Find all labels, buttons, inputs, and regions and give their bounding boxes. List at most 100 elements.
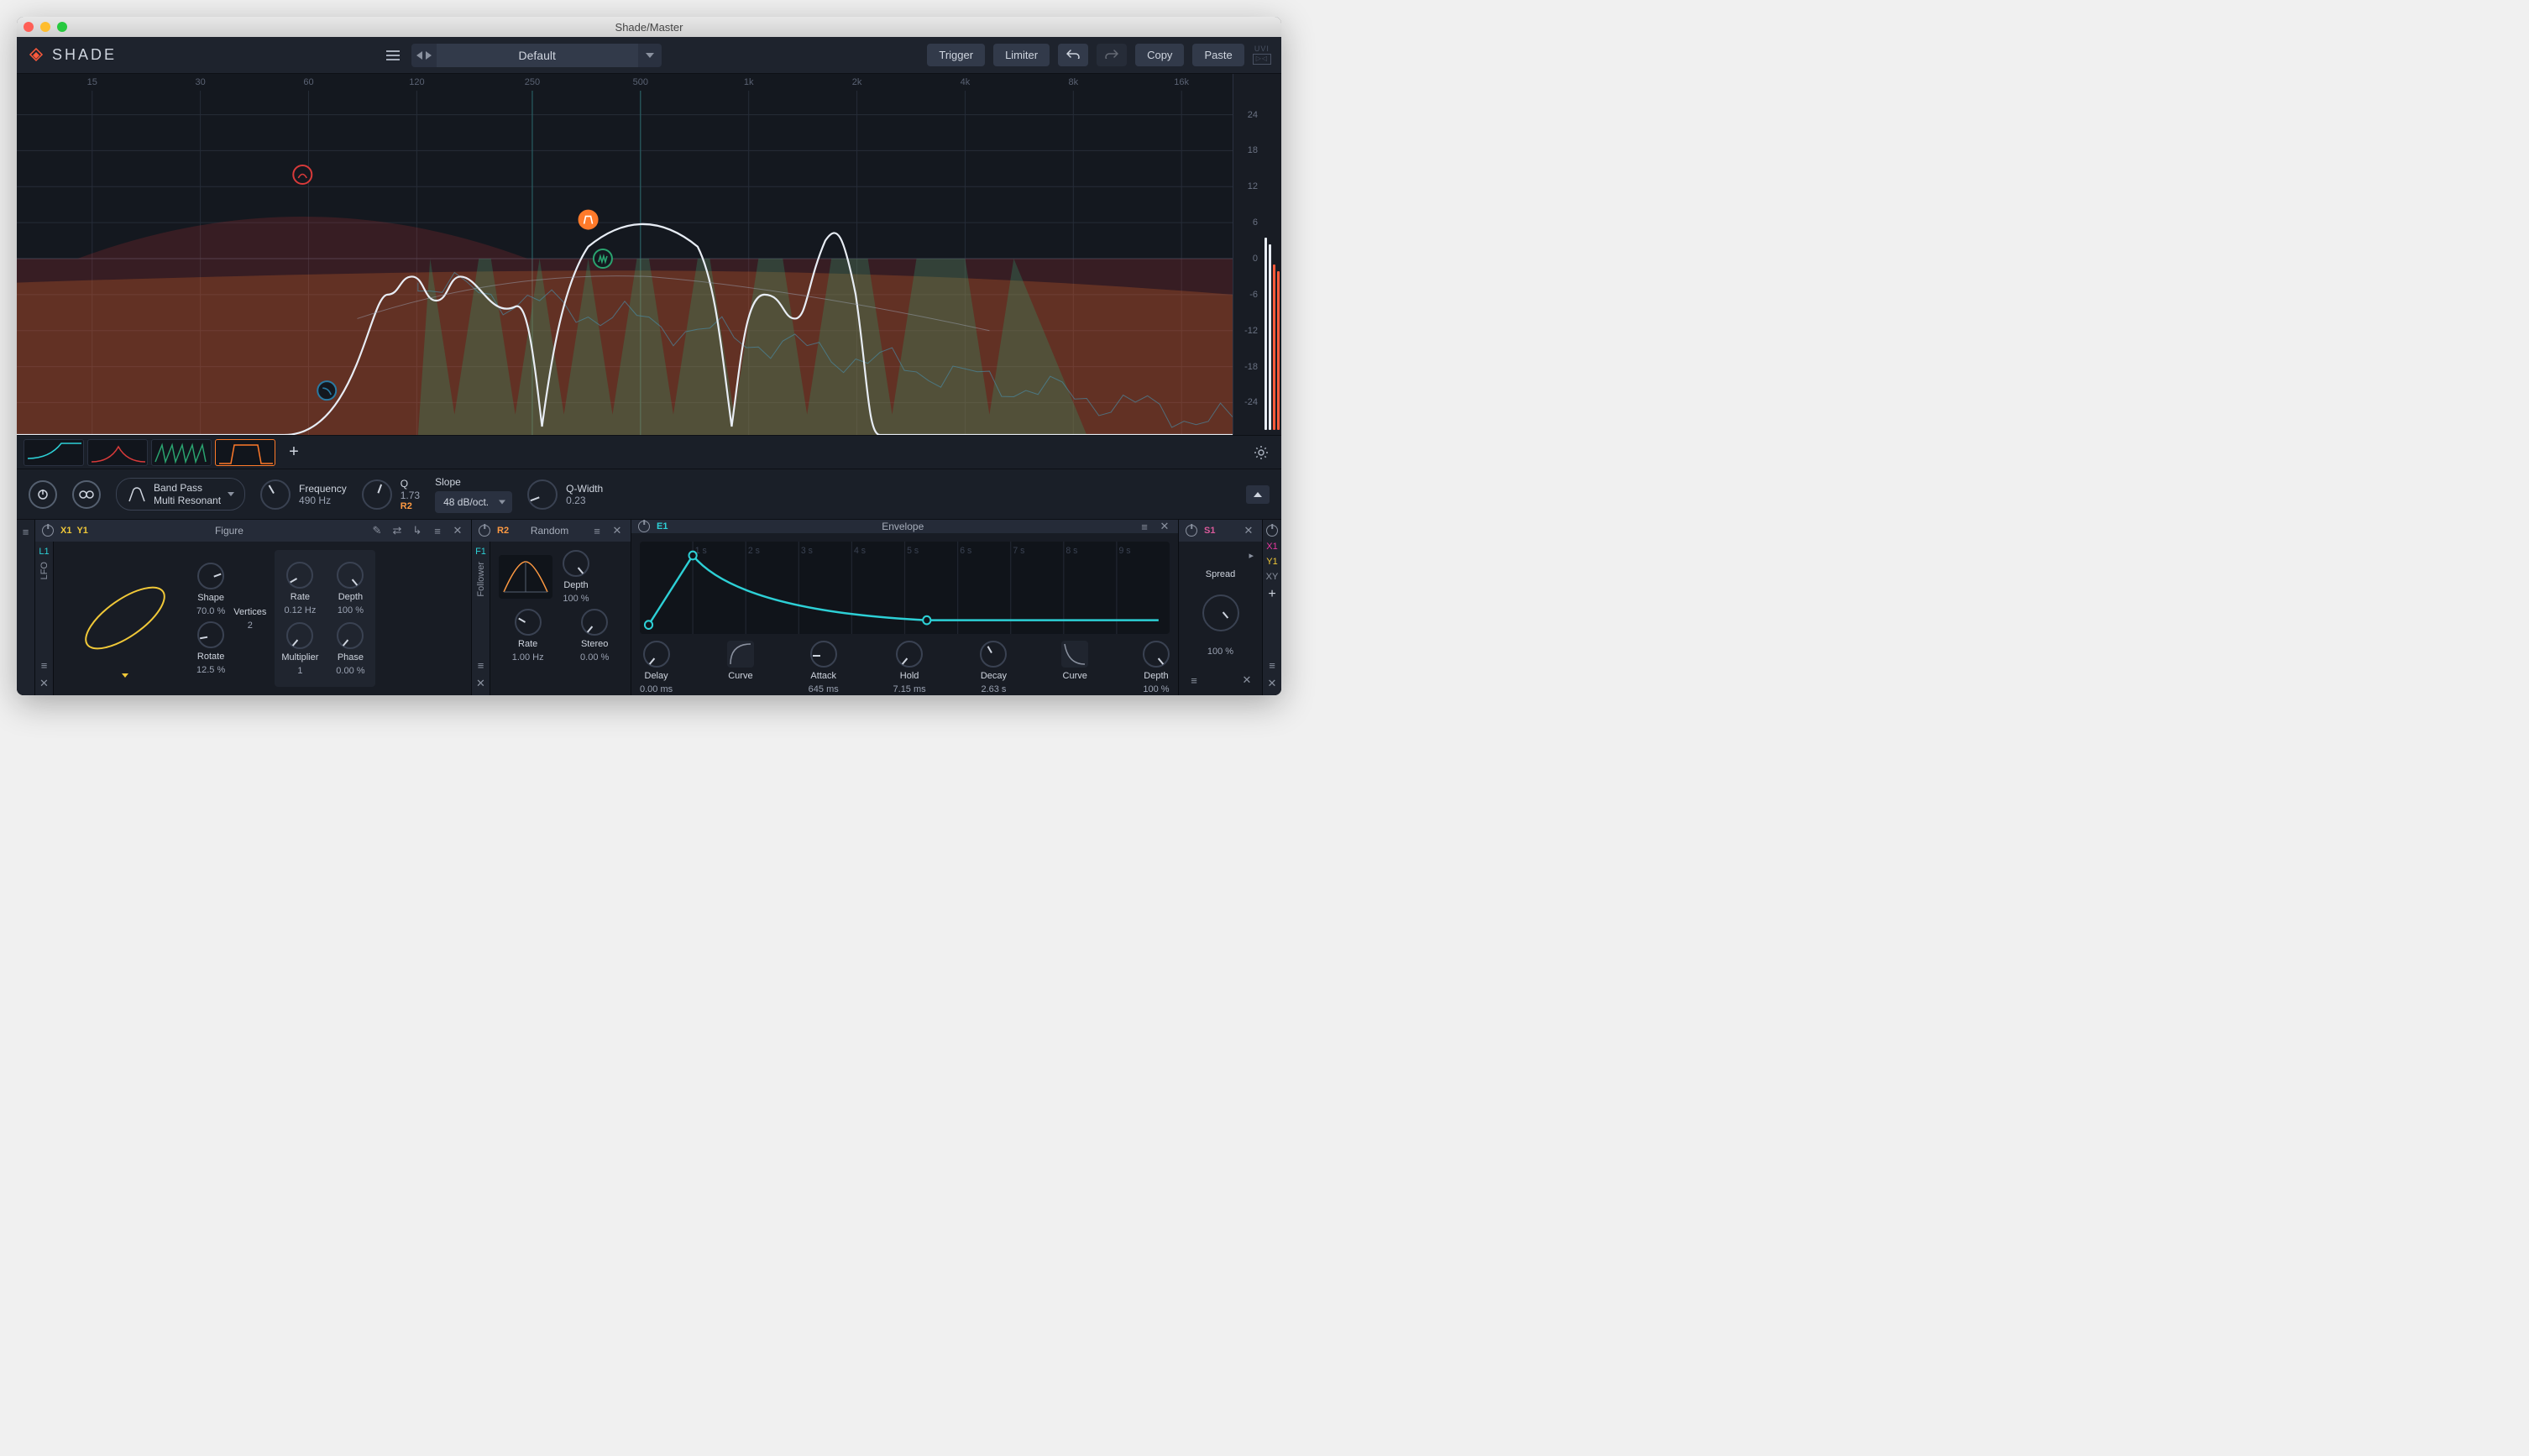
lfo-power-button[interactable]	[42, 525, 54, 537]
lfo-side-tabs: ≡	[17, 520, 35, 695]
undo-button[interactable]	[1058, 44, 1088, 66]
lfo-tab-lfo[interactable]: LFO	[39, 562, 50, 579]
lfo-depth-knob[interactable]	[337, 562, 364, 589]
add-mod-button[interactable]: +	[1268, 587, 1275, 602]
filter-thumb[interactable]	[151, 439, 212, 466]
spread-knob[interactable]	[1202, 594, 1239, 631]
env-curve2-box[interactable]	[1061, 641, 1088, 668]
preset-dropdown-button[interactable]	[638, 53, 662, 58]
random-tab-f1[interactable]: F1	[475, 547, 486, 557]
db-tick: 18	[1248, 145, 1258, 155]
random-tab-follower[interactable]: Follower	[476, 562, 486, 597]
multiplier-knob[interactable]	[286, 622, 313, 649]
spread-remove-icon[interactable]: ✕	[1240, 673, 1254, 687]
lfo-remove-icon[interactable]: ✕	[38, 677, 51, 690]
env-depth-knob[interactable]	[1143, 641, 1170, 668]
lfo-retrig-icon[interactable]: ↳	[411, 524, 424, 537]
slope-select[interactable]: 48 dB/oct.	[435, 491, 512, 513]
strip-list-icon[interactable]: ≡	[1265, 658, 1279, 672]
xy-tab[interactable]: X1	[1266, 542, 1277, 552]
filter-thumb[interactable]	[87, 439, 148, 466]
close-window-button[interactable]	[24, 22, 34, 32]
menu-icon[interactable]	[383, 45, 403, 65]
zoom-window-button[interactable]	[57, 22, 67, 32]
paste-button[interactable]: Paste	[1192, 44, 1244, 66]
mod-assign[interactable]: R2	[497, 526, 509, 536]
lfo-edit-icon[interactable]: ✎	[370, 524, 384, 537]
filter-thumb[interactable]	[215, 439, 275, 466]
spread-list-icon[interactable]: ≡	[1187, 673, 1201, 687]
db-tick: -18	[1244, 362, 1258, 372]
minimize-window-button[interactable]	[40, 22, 50, 32]
qwidth-control: Q-Width 0.23	[527, 479, 603, 510]
eq-graph[interactable]: 1530601202505001k2k4k8k16k	[17, 74, 1233, 435]
filter-thumbs-row: +	[17, 435, 1281, 469]
random-rate-knob[interactable]	[515, 609, 542, 636]
stereo-link-button[interactable]	[72, 480, 101, 509]
rate-knob[interactable]	[286, 562, 313, 589]
envelope-assigns: E1	[657, 521, 668, 532]
shape-control: Shape 70.0 %	[196, 563, 225, 616]
envelope-power-button[interactable]	[638, 521, 650, 532]
random-stereo-knob[interactable]	[581, 609, 608, 636]
rotate-knob[interactable]	[197, 621, 224, 648]
redo-button[interactable]	[1097, 44, 1127, 66]
preset-next-button[interactable]	[426, 51, 432, 60]
envelope-menu-icon[interactable]: ≡	[1138, 520, 1151, 533]
spread-play-icon[interactable]: ▸	[1249, 550, 1254, 561]
preset-name[interactable]: Default	[437, 44, 638, 67]
lfo-close-icon[interactable]: ✕	[451, 524, 464, 537]
random-remove-icon[interactable]: ✕	[474, 677, 488, 690]
lfo-tab-l1[interactable]: L1	[39, 547, 49, 557]
top-toolbar: SHADE Default Trigger Limiter Copy Paste…	[17, 37, 1281, 74]
lfo-menu-icon[interactable]: ≡	[431, 524, 444, 537]
env-curve1-box[interactable]	[727, 641, 754, 668]
filter-power-button[interactable]	[29, 480, 57, 509]
random-depth-knob[interactable]	[563, 550, 589, 577]
expand-mod-button[interactable]	[1246, 485, 1270, 504]
random-power-button[interactable]	[479, 525, 490, 537]
xy-tab[interactable]: XY	[1266, 572, 1279, 582]
lfo-sync-icon[interactable]: ⇄	[390, 524, 404, 537]
strip-remove-icon[interactable]: ✕	[1265, 677, 1279, 690]
env-hold-knob[interactable]	[896, 641, 923, 668]
filter-type-selector[interactable]: Band Pass Multi Resonant	[116, 478, 245, 511]
limiter-button[interactable]: Limiter	[993, 44, 1050, 66]
strip-power-button[interactable]	[1266, 525, 1278, 537]
random-close-icon[interactable]: ✕	[610, 524, 624, 537]
envelope-close-icon[interactable]: ✕	[1158, 520, 1171, 533]
env-delay-control: Delay0.00 ms	[640, 641, 673, 694]
copy-button[interactable]: Copy	[1135, 44, 1184, 66]
mod-assign[interactable]: E1	[657, 521, 668, 532]
mod-assign[interactable]: X1	[60, 526, 71, 536]
preset-prev-button[interactable]	[416, 51, 422, 60]
qwidth-value: 0.23	[566, 495, 603, 506]
q-knob[interactable]	[362, 479, 392, 510]
figure-display[interactable]	[62, 550, 188, 687]
svg-text:3 s: 3 s	[801, 546, 813, 556]
trigger-button[interactable]: Trigger	[927, 44, 985, 66]
mod-assign[interactable]: S1	[1204, 526, 1215, 536]
lfo-list-icon[interactable]: ≡	[38, 658, 51, 672]
qwidth-knob[interactable]	[527, 479, 558, 510]
spread-power-button[interactable]	[1186, 525, 1197, 537]
random-wave-display	[499, 555, 552, 599]
shape-knob[interactable]	[197, 563, 224, 589]
env-decay-knob[interactable]	[980, 641, 1007, 668]
random-depth-control: Depth 100 %	[563, 550, 589, 604]
lfo-panel-menu-icon[interactable]: ≡	[19, 525, 33, 538]
phase-knob[interactable]	[337, 622, 364, 649]
filter-thumb[interactable]	[24, 439, 84, 466]
spread-close-icon[interactable]: ✕	[1242, 524, 1255, 537]
envelope-graph[interactable]: 1 s2 s3 s4 s5 s6 s7 s8 s9 s	[640, 542, 1170, 634]
random-menu-icon[interactable]: ≡	[590, 524, 604, 537]
env-attack-knob[interactable]	[810, 641, 837, 668]
xy-tab[interactable]: Y1	[1266, 557, 1277, 567]
random-list-icon[interactable]: ≡	[474, 658, 488, 672]
lfo-title: Figure	[95, 525, 364, 537]
add-filter-button[interactable]: +	[279, 439, 309, 466]
frequency-knob[interactable]	[260, 479, 291, 510]
mod-assign[interactable]: Y1	[76, 526, 87, 536]
settings-button[interactable]	[1248, 439, 1275, 466]
env-delay-knob[interactable]	[643, 641, 670, 668]
